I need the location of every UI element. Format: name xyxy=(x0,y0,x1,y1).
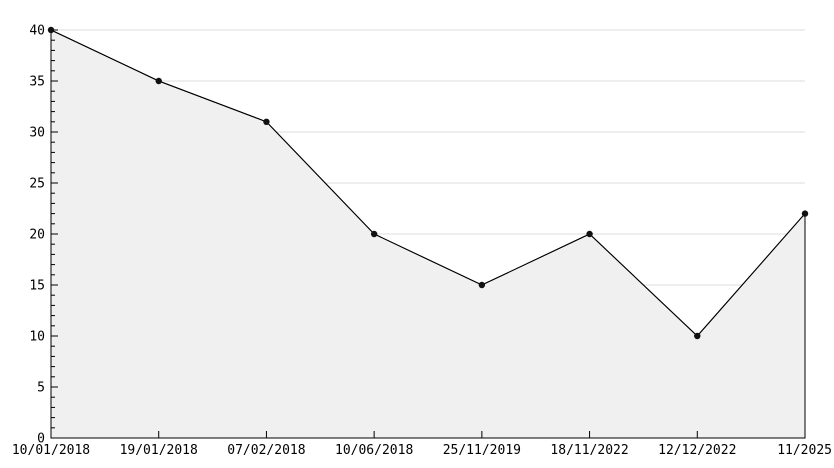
x-tick-label: 25/11/2019 xyxy=(443,443,521,458)
y-tick-label: 30 xyxy=(29,126,45,141)
x-ticks-group xyxy=(50,431,806,438)
y-tick-label: 0 xyxy=(37,432,45,447)
y-labels-group: 0 5 10 15 20 25 30 35 40 xyxy=(29,24,45,447)
data-point xyxy=(478,281,486,289)
y-ticks-group xyxy=(51,29,58,439)
data-point xyxy=(263,118,270,126)
y-tick-label: 40 xyxy=(29,24,45,39)
y-tick-label: 10 xyxy=(29,330,45,345)
data-point xyxy=(47,26,55,34)
x-tick-label: 07/02/2018 xyxy=(227,443,305,458)
data-point xyxy=(801,210,809,217)
y-tick-label: 35 xyxy=(29,75,45,90)
y-tick-label: 20 xyxy=(29,228,45,243)
x-tick-label: 10/01/2018 xyxy=(12,443,90,458)
x-tick-label: 12/12/2022 xyxy=(658,443,736,458)
x-tick-label: 18/11/2022 xyxy=(550,443,628,458)
x-tick-label: 19/01/2018 xyxy=(120,443,198,458)
x-tick-label: 10/06/2018 xyxy=(335,443,413,458)
y-tick-label: 15 xyxy=(29,279,45,294)
data-line xyxy=(50,29,806,337)
y-tick-label: 25 xyxy=(29,177,45,192)
x-labels-group: 10/01/2018 19/01/2018 07/02/2018 10/06/2018… xyxy=(12,443,832,458)
x-tick-label: 11/2025 xyxy=(777,443,832,458)
data-point xyxy=(370,230,378,238)
y-tick-label: 5 xyxy=(37,381,45,396)
data-point xyxy=(155,77,162,85)
data-point xyxy=(694,332,701,340)
data-point xyxy=(586,230,593,238)
data-points-group xyxy=(47,26,809,340)
